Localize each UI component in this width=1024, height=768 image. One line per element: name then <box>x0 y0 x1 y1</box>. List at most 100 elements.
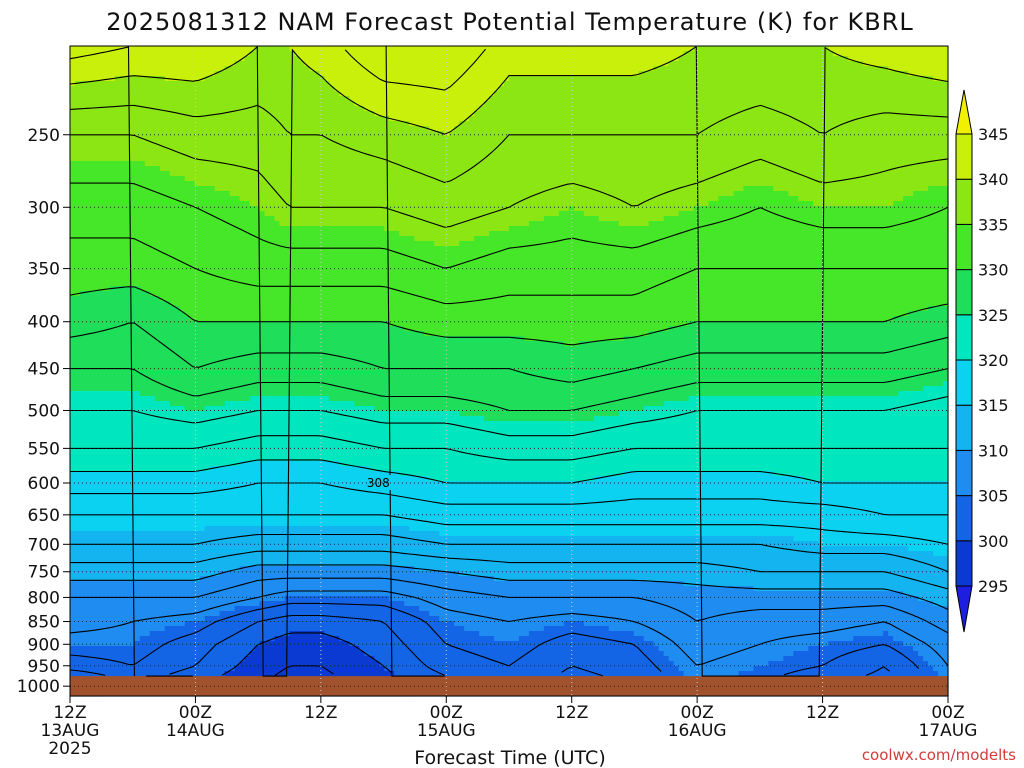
heat-cell <box>509 226 949 232</box>
contour-330 <box>69 286 949 346</box>
colorbar-max-arrow <box>955 89 973 135</box>
x-tick-label: 12Z <box>806 703 839 723</box>
heat-cell <box>159 296 949 302</box>
heat-cell <box>70 421 949 427</box>
heat-cell <box>70 661 241 667</box>
colorbar-label: 335 <box>978 215 1009 234</box>
heat-cell <box>743 186 774 192</box>
heat-cell <box>79 291 151 297</box>
colorbar-box <box>955 269 973 316</box>
heat-cell <box>653 66 889 72</box>
heat-cell <box>70 656 246 662</box>
heat-cell <box>70 551 934 557</box>
heat-cell <box>688 396 949 402</box>
heat-cell <box>70 496 949 502</box>
heat-cell <box>164 626 465 632</box>
heat-cell <box>683 581 949 587</box>
heat-cell <box>309 66 655 72</box>
heat-cell <box>70 356 949 362</box>
heat-cell <box>70 251 949 257</box>
y-tick-label: 500 <box>28 401 60 421</box>
heat-cell <box>70 56 246 62</box>
heat-cell <box>494 91 949 97</box>
colorbar-label: 340 <box>978 170 1009 189</box>
heat-cell <box>159 166 949 172</box>
credit-text[interactable]: coolwx.com/modelts <box>862 746 1016 764</box>
heat-cell <box>70 146 949 152</box>
heat-cell <box>928 186 949 192</box>
x-tick-label: 12Z <box>555 703 588 723</box>
heat-cell <box>923 656 949 662</box>
y-tick-label: 950 <box>28 657 60 677</box>
heat-cell <box>70 591 904 597</box>
heat-cell <box>149 631 291 637</box>
heat-cell <box>608 626 949 632</box>
plot-frame <box>69 45 949 697</box>
contour-316 <box>70 514 949 545</box>
x-tick-label: 00Z <box>430 703 463 723</box>
heat-cell <box>284 596 390 602</box>
heat-cell <box>70 121 410 127</box>
heat-cell <box>429 126 455 132</box>
heat-cell <box>429 611 949 617</box>
heat-cell <box>414 566 949 572</box>
y-tick-label: 1000 <box>17 677 60 697</box>
colorbar-label: 315 <box>978 396 1009 415</box>
heat-cell <box>70 561 949 567</box>
heat-cell <box>773 471 949 477</box>
heat-cell <box>70 321 390 327</box>
heat-cell <box>289 631 326 637</box>
heat-cell <box>74 81 331 87</box>
heat-cell <box>204 76 326 82</box>
colorbar-box <box>955 449 973 497</box>
heat-cell <box>70 136 949 142</box>
heat-cell <box>349 641 655 647</box>
heat-cell <box>70 276 949 282</box>
heat-cell <box>70 401 171 407</box>
heat-cell <box>793 536 949 542</box>
heat-cell <box>623 336 949 342</box>
heat-cell <box>239 196 720 202</box>
heat-cell <box>499 86 949 92</box>
heat-cell <box>543 626 610 632</box>
heat-cell <box>908 546 949 552</box>
heat-cell <box>908 311 949 317</box>
heat-cell <box>249 651 365 657</box>
heat-cell <box>70 471 400 477</box>
heat-cell <box>788 191 914 197</box>
heat-cell <box>419 606 949 612</box>
heat-cell <box>239 566 415 572</box>
heat-cell <box>70 431 949 437</box>
heat-cell <box>179 306 929 312</box>
isentrope-contours: 308 <box>70 46 948 676</box>
y-tick-label: 300 <box>28 198 60 218</box>
colorbar-box <box>955 314 973 361</box>
y-axis-ticks: 2503003504004505005506006507007508008509… <box>17 126 70 697</box>
heat-cell <box>70 46 256 52</box>
heat-cell <box>289 46 695 52</box>
heat-cell <box>70 71 216 77</box>
heat-cell <box>70 106 365 112</box>
heat-cell <box>70 611 221 617</box>
heat-cell <box>70 116 390 122</box>
heat-cell <box>70 406 186 412</box>
heat-cell <box>70 596 286 602</box>
plot-border <box>69 45 949 697</box>
heat-cell <box>693 46 829 52</box>
heat-cell <box>70 391 141 397</box>
heat-cell <box>528 221 620 227</box>
heat-cell <box>683 51 834 57</box>
heat-cell <box>593 416 949 422</box>
heat-cell <box>70 331 425 337</box>
heat-cell <box>733 191 789 197</box>
heat-cell <box>893 201 949 207</box>
heat-cell <box>70 51 251 57</box>
heat-cell <box>349 96 490 102</box>
heat-cell <box>369 466 949 472</box>
heat-cell <box>434 241 460 247</box>
heat-cell <box>70 546 909 552</box>
heat-cell <box>708 201 814 207</box>
heat-cell <box>184 406 206 412</box>
heat-cell <box>70 346 949 352</box>
heat-cell <box>863 61 949 67</box>
